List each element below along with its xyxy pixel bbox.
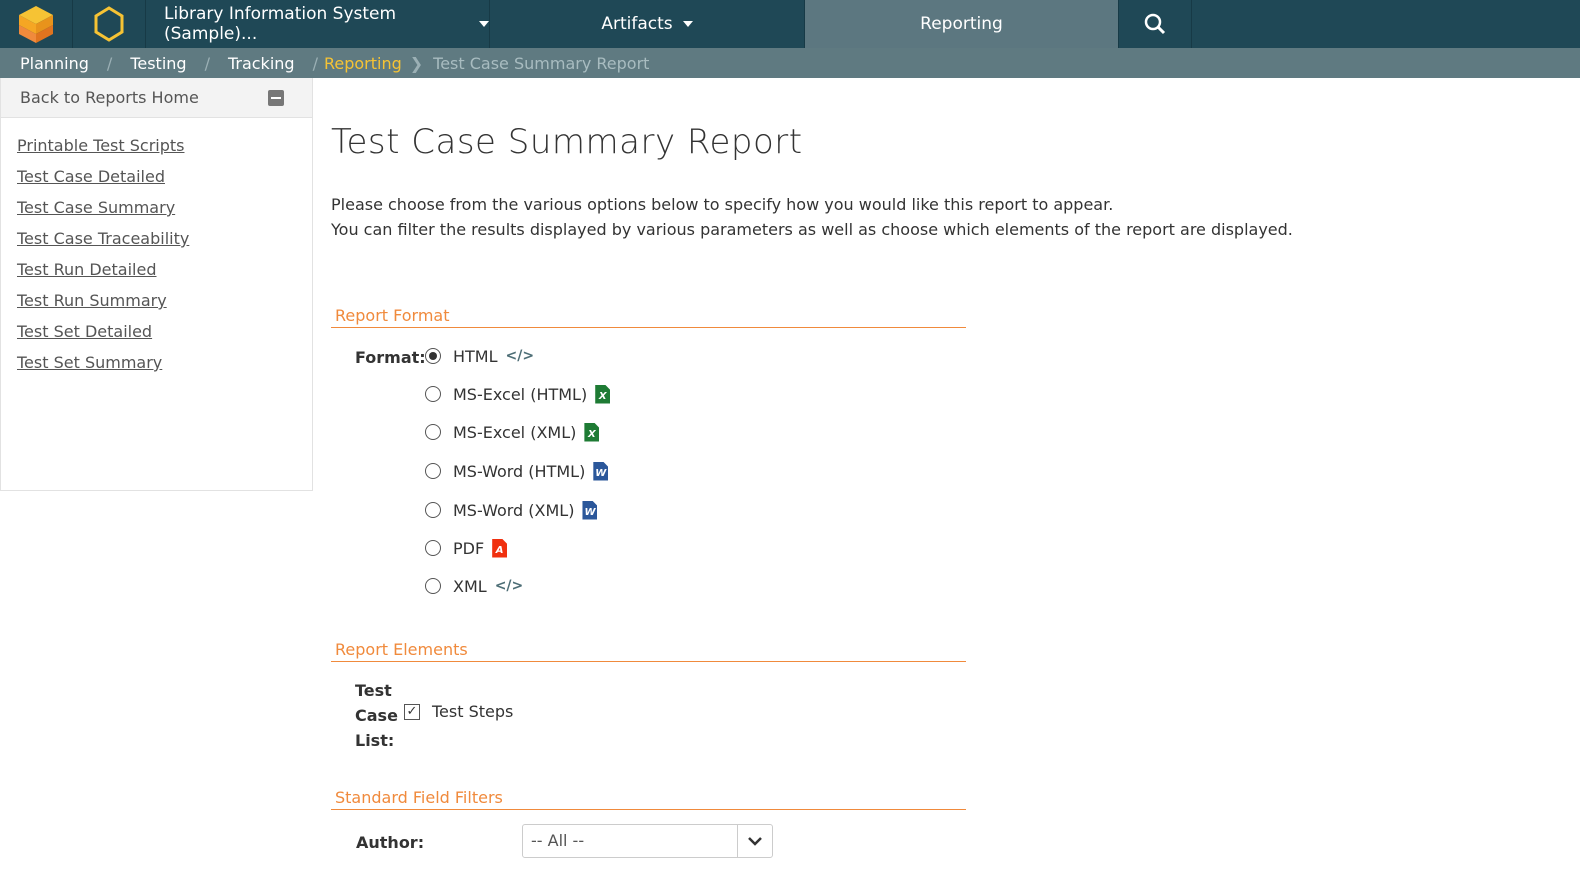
chevron-down-icon[interactable] <box>737 825 772 857</box>
format-option-pdf[interactable]: PDF A <box>425 536 508 560</box>
option-label: PDF <box>453 538 485 558</box>
sidebar: Back to Reports Home Printable Test Scri… <box>0 78 313 491</box>
format-option-xml[interactable]: XML </> <box>425 574 523 598</box>
workspace-button[interactable] <box>73 0 146 48</box>
reporting-label: Reporting <box>920 14 1003 34</box>
caret-down-icon <box>479 21 489 27</box>
excel-icon: X <box>595 384 611 404</box>
breadcrumb-page: Test Case Summary Report <box>433 53 650 73</box>
test-steps-label: Test Steps <box>432 702 514 721</box>
test-steps-option[interactable]: ✓ Test Steps <box>404 702 513 721</box>
format-option-word-html[interactable]: MS-Word (HTML) W <box>425 459 609 483</box>
report-format-heading: Report Format <box>331 306 966 328</box>
checkbox-checked[interactable]: ✓ <box>404 703 420 720</box>
reporting-tab[interactable]: Reporting <box>805 0 1119 48</box>
word-icon: W <box>582 500 598 520</box>
option-label: MS-Excel (XML) <box>453 422 577 442</box>
back-label: Back to Reports Home <box>20 88 199 107</box>
collapse-icon[interactable] <box>268 89 284 106</box>
chevron-right-icon: ❯ <box>409 53 424 73</box>
sidebar-link[interactable]: Test Run Summary <box>17 291 167 310</box>
option-label: MS-Word (XML) <box>453 500 575 520</box>
radio-selected[interactable] <box>425 348 441 364</box>
format-label: Format: <box>355 348 426 367</box>
main-content: Test Case Summary Report Please choose f… <box>331 78 1561 858</box>
radio[interactable] <box>425 463 441 479</box>
artifacts-label: Artifacts <box>601 14 673 34</box>
intro-text: You can filter the results displayed by … <box>331 220 1293 239</box>
option-label: MS-Word (HTML) <box>453 461 586 481</box>
format-options: Format: HTML </> MS-Excel (HTML) X MS-Exce… <box>331 338 1031 608</box>
author-select[interactable]: -- All -- <box>522 824 773 858</box>
pdf-icon: A <box>492 538 508 558</box>
code-icon: </> <box>494 578 524 594</box>
caret-down-icon <box>682 21 693 27</box>
search-button[interactable] <box>1119 0 1192 48</box>
author-value: -- All -- <box>531 831 585 850</box>
breadcrumb-reporting[interactable]: Reporting <box>323 53 402 73</box>
format-option-excel-html[interactable]: MS-Excel (HTML) X <box>425 382 611 406</box>
option-label: XML <box>453 576 487 596</box>
report-elements-heading: Report Elements <box>331 640 966 662</box>
sidebar-link[interactable]: Test Case Detailed <box>17 167 165 186</box>
hexagon-icon <box>94 6 124 42</box>
breadcrumb-planning[interactable]: Planning <box>20 53 89 73</box>
back-to-reports[interactable]: Back to Reports Home <box>1 78 312 118</box>
sidebar-link[interactable]: Test Run Detailed <box>17 260 157 279</box>
sidebar-link[interactable]: Printable Test Scripts <box>17 136 185 155</box>
sidebar-link[interactable]: Test Case Summary <box>17 198 176 217</box>
radio[interactable] <box>425 386 441 402</box>
project-name: Library Information System (Sample)... <box>164 4 397 44</box>
project-dropdown[interactable]: Library Information System (Sample)... <box>146 0 490 48</box>
intro-text: Please choose from the various options b… <box>331 195 1114 214</box>
radio[interactable] <box>425 502 441 518</box>
breadcrumb-testing[interactable]: Testing <box>130 53 187 73</box>
option-label: MS-Excel (HTML) <box>453 384 588 404</box>
search-icon <box>1144 13 1166 35</box>
radio[interactable] <box>425 578 441 594</box>
excel-icon: X <box>584 422 600 442</box>
standard-field-filters-heading: Standard Field Filters <box>331 788 966 810</box>
radio[interactable] <box>425 424 441 440</box>
format-option-word-xml[interactable]: MS-Word (XML) W <box>425 498 598 522</box>
page-title: Test Case Summary Report <box>331 122 803 162</box>
logo-icon <box>19 6 53 43</box>
word-icon: W <box>593 461 609 481</box>
test-case-list-label: Test Case List: <box>355 681 398 750</box>
app-logo[interactable] <box>0 0 73 48</box>
top-bar: Library Information System (Sample)... A… <box>0 0 1580 48</box>
option-label: HTML <box>453 346 498 366</box>
breadcrumb-tracking[interactable]: Tracking <box>227 53 295 73</box>
artifacts-menu[interactable]: Artifacts <box>490 0 805 48</box>
breadcrumb: Planning / Testing / Tracking / Reporting ❯… <box>0 48 1580 78</box>
sidebar-link[interactable]: Test Case Traceability <box>17 229 190 248</box>
format-option-html[interactable]: HTML </> <box>425 344 534 368</box>
code-icon: </> <box>505 348 535 364</box>
format-option-excel-xml[interactable]: MS-Excel (XML) X <box>425 420 600 444</box>
author-label: Author: <box>356 833 425 852</box>
sidebar-link[interactable]: Test Set Summary <box>17 353 163 372</box>
radio[interactable] <box>425 540 441 556</box>
sidebar-link[interactable]: Test Set Detailed <box>17 322 153 341</box>
